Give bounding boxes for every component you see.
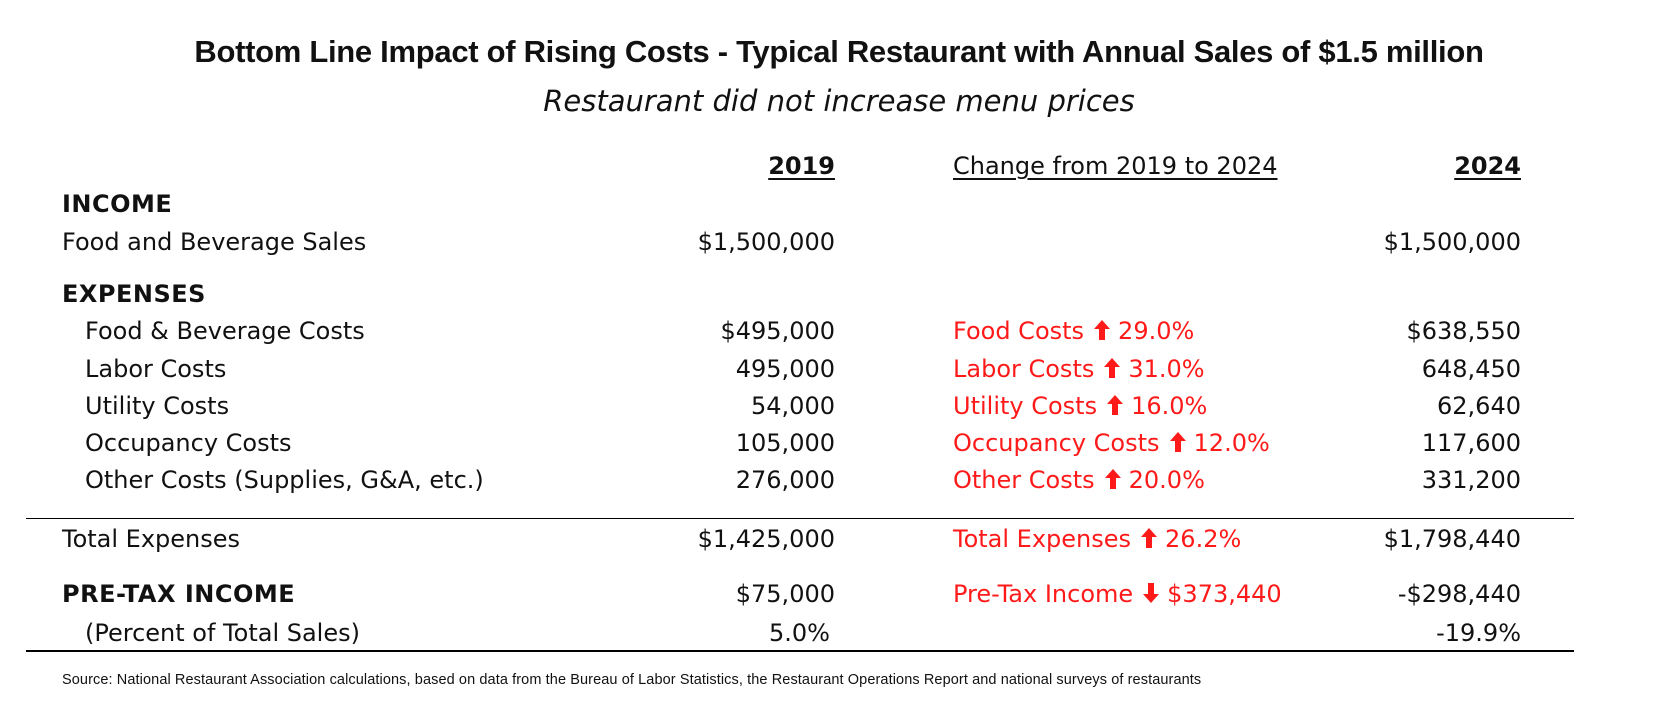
change-value: $373,440 [1167,580,1282,608]
value-2019: 54,000 [751,392,835,420]
total-divider-line [26,518,1574,519]
row-label: Total Expenses [62,525,241,553]
expenses-section-row: EXPENSES [0,280,1678,316]
food-beverage-sales-row: Food and Beverage Sales $1,500,000 $1,50… [0,228,1678,264]
income-section-row: INCOME [0,190,1678,226]
value-2019: 5.0% [769,619,830,647]
value-2024: $1,500,000 [1383,228,1521,256]
row-label: (Percent of Total Sales) [85,619,360,647]
value-2019: 495,000 [735,355,835,383]
change-cell: Occupancy Costs 12.0% [953,429,1270,460]
change-label: Pre-Tax Income [953,580,1134,608]
value-2019: 276,000 [735,466,835,494]
row-label: PRE-TAX INCOME [62,580,296,608]
change-value: 26.2% [1165,525,1242,553]
change-label: Total Expenses [953,525,1132,553]
change-cell: Total Expenses 26.2% [953,525,1241,556]
source-note: Source: National Restaurant Association … [62,672,1202,688]
value-2024: $1,798,440 [1383,525,1521,553]
row-label: Food & Beverage Costs [85,317,365,345]
value-2024: -$298,440 [1397,580,1521,608]
expense-row-other: Other Costs (Supplies, G&A, etc.) 276,00… [0,466,1678,502]
value-2024: 62,640 [1437,392,1521,420]
up-arrow-icon [1168,430,1188,460]
value-2024: 117,600 [1421,429,1521,457]
row-label: Food and Beverage Sales [62,228,367,256]
change-value: 20.0% [1128,466,1205,494]
change-value: 16.0% [1131,392,1208,420]
change-value: 12.0% [1193,429,1270,457]
change-value: 31.0% [1128,355,1205,383]
total-expenses-row: Total Expenses $1,425,000 Total Expenses… [0,525,1678,561]
expenses-section-label: EXPENSES [62,280,206,308]
value-2024: 331,200 [1421,466,1521,494]
report-title: Bottom Line Impact of Rising Costs - Typ… [194,34,1484,69]
up-arrow-icon [1092,318,1112,348]
up-arrow-icon [1102,356,1122,386]
change-label: Food Costs [953,317,1085,345]
column-header-change: Change from 2019 to 2024 [953,152,1278,180]
row-label: Utility Costs [85,392,230,420]
change-value: 29.0% [1118,317,1195,345]
value-2019: 105,000 [735,429,835,457]
value-2019: $1,500,000 [697,228,835,256]
down-arrow-icon [1141,581,1161,611]
expense-row-occupancy: Occupancy Costs 105,000 Occupancy Costs 1… [0,429,1678,465]
income-section-label: INCOME [62,190,173,218]
up-arrow-icon [1105,393,1125,423]
bottom-divider-line [26,650,1574,652]
up-arrow-icon [1103,467,1123,497]
expense-row-food-beverage: Food & Beverage Costs $495,000 Food Cost… [0,317,1678,353]
value-2019: $495,000 [720,317,835,345]
expense-row-labor: Labor Costs 495,000 Labor Costs 31.0% 648… [0,355,1678,391]
change-label: Utility Costs [953,392,1098,420]
column-header-2019: 2019 [768,152,835,180]
change-label: Labor Costs [953,355,1095,383]
row-label: Occupancy Costs [85,429,292,457]
change-label: Occupancy Costs [953,429,1160,457]
value-2019: $75,000 [735,580,835,608]
change-cell: Labor Costs 31.0% [953,355,1205,386]
column-header-2024: 2024 [1454,152,1521,180]
change-label: Other Costs [953,466,1095,494]
change-cell: Food Costs 29.0% [953,317,1194,348]
value-2024: 648,450 [1421,355,1521,383]
report-subtitle: Restaurant did not increase menu prices [543,84,1135,118]
change-cell: Other Costs 20.0% [953,466,1205,497]
change-cell: Pre-Tax Income $373,440 [953,580,1282,611]
row-label: Labor Costs [85,355,227,383]
change-cell: Utility Costs 16.0% [953,392,1207,423]
pretax-income-row: PRE-TAX INCOME $75,000 Pre-Tax Income $37… [0,580,1678,616]
value-2024: -19.9% [1436,619,1521,647]
value-2019: $1,425,000 [697,525,835,553]
value-2024: $638,550 [1406,317,1521,345]
percent-of-sales-row: (Percent of Total Sales) 5.0% -19.9% [0,619,1678,655]
up-arrow-icon [1139,526,1159,556]
expense-row-utility: Utility Costs 54,000 Utility Costs 16.0% … [0,392,1678,428]
row-label: Other Costs (Supplies, G&A, etc.) [85,466,484,494]
